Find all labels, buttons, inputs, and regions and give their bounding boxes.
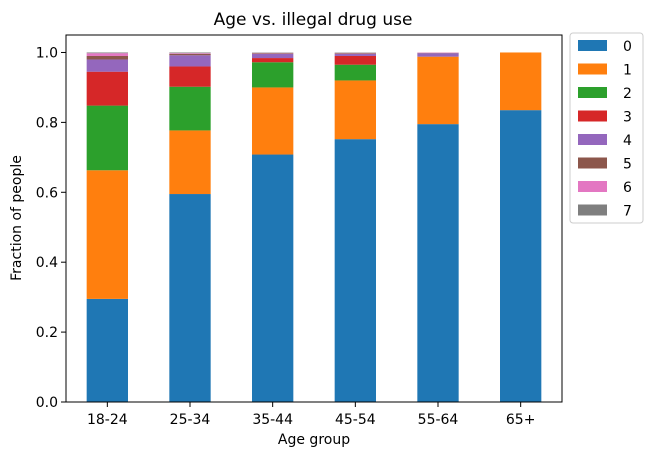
bar-segment-45-54-level-3 [334,55,376,65]
bar-segment-45-54-level-2 [334,64,376,81]
legend-label-0: 0 [623,39,632,55]
legend-swatch-0 [578,40,607,51]
chart-title: Age vs. illegal drug use [214,10,413,30]
bar-segment-18-24-level-5 [86,55,128,60]
plot-frame [65,34,563,403]
legend-swatch-1 [578,63,607,75]
y-tick-label: 1.0 [36,45,58,61]
bars-group [86,52,542,403]
legend-swatch-5 [578,157,607,169]
y-tick-label: 0.6 [36,185,58,201]
bar-segment-25-34-level-2 [169,86,211,131]
bar-segment-18-24-level-0 [86,298,128,402]
legend-label-7: 7 [623,204,632,220]
bar-segment-18-24-level-6 [86,53,128,56]
bar-segment-35-44-level-4 [252,53,294,59]
y-tick-label: 0.4 [36,255,58,271]
legend-label-5: 5 [623,157,632,173]
bar-segment-35-44-level-1 [252,87,294,155]
legend-swatch-4 [578,134,607,145]
legend-label-4: 4 [623,133,632,149]
bar-segment-65+-level-1 [500,52,542,111]
legend-box [569,32,644,224]
bar-segment-35-44-level-5 [252,53,294,54]
legend-label-1: 1 [623,63,632,79]
legend: 0 1 2 3 4 5 6 7 [569,32,644,224]
x-tick-label: 55-64 [418,412,459,428]
bar-segment-18-24-level-1 [86,170,128,299]
bar-segment-18-24-level-3 [86,71,128,106]
x-tick-label: 65+ [506,412,536,428]
legend-swatch-2 [578,87,607,98]
legend-label-2: 2 [623,86,632,102]
bar-segment-25-34-level-0 [169,194,211,402]
x-tick-label: 35-44 [252,412,293,428]
legend-label-6: 6 [623,180,632,196]
bar-segment-25-34-level-1 [169,130,211,195]
bar-segment-18-24-level-4 [86,59,128,72]
y-axis: 0.0 0.2 0.4 0.6 0.8 1.0 [36,45,66,411]
legend-label-3: 3 [623,110,632,126]
bar-segment-35-44-level-0 [252,154,294,402]
bar-segment-25-34-level-4 [169,55,211,67]
bar-segment-65+-level-0 [500,110,542,403]
legend-swatch-7 [578,204,607,216]
bar-segment-55-64-level-1 [417,56,459,125]
y-axis-label: Fraction of people [9,155,25,281]
y-tick-label: 0.8 [36,115,58,131]
x-tick-label: 45-54 [335,412,376,428]
bar-segment-18-24-level-7 [86,52,128,54]
bar-segment-55-64-level-4 [417,53,459,57]
bar-segment-45-54-level-5 [334,53,376,54]
y-tick-label: 0.2 [36,325,58,341]
y-tick-label: 0.0 [36,395,58,411]
x-tick-label: 18-24 [87,412,128,428]
bar-segment-25-34-level-5 [169,53,211,56]
bar-segment-55-64-level-0 [417,124,459,402]
x-axis-label: Age group [278,432,350,448]
x-axis: 18-24 25-34 35-44 45-54 55-64 65+ [87,402,535,428]
x-tick-label: 25-34 [170,412,211,428]
bar-segment-25-34-level-7 [169,52,211,54]
bar-segment-45-54-level-0 [334,139,376,403]
legend-swatch-6 [578,181,607,192]
bar-segment-35-44-level-2 [252,62,294,88]
bar-segment-35-44-level-3 [252,58,294,63]
bar-segment-45-54-level-1 [334,80,376,140]
bar-segment-18-24-level-2 [86,105,128,171]
legend-swatch-3 [578,110,607,122]
bar-segment-25-34-level-3 [169,66,211,87]
bar-segment-45-54-level-4 [334,53,376,56]
bar-segment-25-34-level-6 [169,53,211,54]
